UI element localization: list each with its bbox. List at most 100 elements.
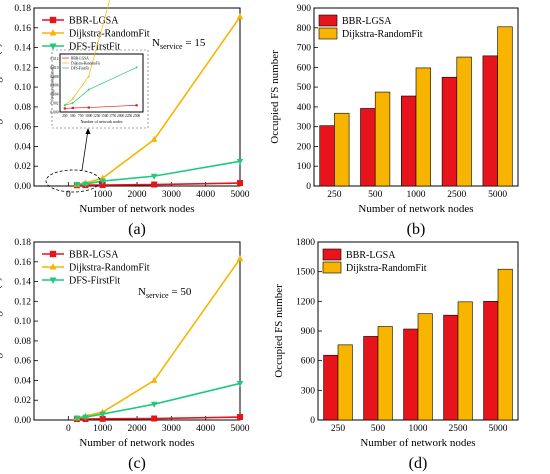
legend-entry: Dijkstra-RandomFit	[342, 29, 423, 40]
bar	[337, 344, 353, 421]
legend-marker	[49, 250, 57, 258]
inset-data-point	[71, 106, 74, 110]
y-tick-label: 0.00	[14, 182, 31, 192]
y-tick-label: 100	[297, 162, 312, 172]
data-point	[151, 181, 158, 188]
x-axis-label: Number of network nodes	[79, 203, 194, 215]
y-tick-label: 0.14	[14, 278, 31, 288]
legend-entry: Dijkstra-RandomFit	[69, 29, 150, 40]
x-tick-label: 1000	[93, 424, 112, 434]
x-tick-label: 2500	[449, 424, 468, 434]
data-point	[73, 182, 81, 189]
legend-entry: DFS-FirstFit	[69, 276, 120, 287]
y-tick-label: 0.04	[14, 142, 31, 152]
inset-y-tick-label: 0.004	[50, 93, 58, 97]
y-tick-label: 800	[297, 24, 312, 34]
y-tick-label: 900	[301, 327, 316, 337]
x-tick-label: 2000	[128, 190, 147, 200]
x-tick-label: 500	[368, 190, 383, 200]
y-tick-label: 0	[310, 416, 315, 426]
inset-plot-area	[59, 53, 144, 113]
inset-legend-entry: Dijkstra-RandomFit	[71, 61, 100, 65]
y-tick-label: 1800	[296, 238, 315, 248]
data-point	[150, 401, 158, 408]
data-point	[237, 414, 243, 421]
bar	[482, 55, 498, 187]
data-point	[73, 415, 81, 422]
inset-data-point	[87, 106, 90, 109]
y-tick-label: 0.06	[14, 123, 31, 133]
inset-x-axis-label: Number of network nodes	[81, 119, 123, 124]
inset-data-point	[71, 102, 74, 105]
x-tick-label: 3000	[162, 190, 181, 200]
y-tick-label: 0.18	[14, 4, 31, 14]
x-tick-label: 0	[66, 190, 71, 200]
data-point	[236, 158, 244, 165]
bar	[374, 91, 391, 187]
data-point	[99, 415, 106, 422]
y-tick-label: 500	[297, 83, 312, 93]
bar	[403, 328, 419, 421]
inset-data-point	[71, 97, 74, 100]
x-tick-label: 3000	[162, 424, 181, 434]
bar	[401, 95, 417, 187]
legend-swatch	[318, 14, 338, 27]
data-point	[99, 178, 106, 185]
y-tick-label: 0.08	[14, 337, 31, 347]
x-tick-label: 5000	[488, 190, 507, 200]
legend-entry: Dijkstra-RandomFit	[346, 263, 427, 274]
data-point	[82, 414, 89, 421]
panel-label: (b)	[407, 221, 426, 238]
inset-data-point	[63, 104, 66, 107]
y-axis-label: Average running time(s)	[0, 43, 3, 151]
legend-marker	[49, 29, 57, 36]
x-axis-label: Number of network nodes	[79, 437, 194, 449]
y-axis-label: Occupied FS number	[269, 50, 281, 144]
zoom-arrow-head	[85, 128, 91, 134]
legend-swatch	[322, 248, 342, 261]
bar	[415, 67, 431, 187]
inset-x-tick-label: 1750	[109, 114, 116, 118]
inset-data-point	[135, 104, 138, 107]
inset-data-point	[87, 88, 90, 92]
legend-entry: BBR-LGSA	[69, 16, 119, 27]
inset-x-tick-label: 2000	[117, 114, 124, 118]
x-tick-label: 5000	[231, 190, 250, 200]
inset-series-line	[64, 104, 137, 109]
bar	[323, 354, 339, 421]
bar	[319, 125, 335, 187]
inset-y-tick-label: 0.006	[50, 84, 58, 88]
x-tick-label: 4000	[196, 190, 215, 200]
inset-y-tick-label: 0.000	[50, 111, 58, 115]
inset-x-tick-label: 1500	[101, 114, 108, 118]
legend-entry: BBR-LGSA	[346, 250, 396, 261]
legend-marker	[49, 277, 57, 284]
x-axis-label: Number of network nodes	[358, 203, 473, 215]
x-tick-label: 500	[371, 424, 386, 434]
y-tick-label: 0	[306, 182, 311, 192]
bar	[456, 56, 472, 187]
inset-x-tick-label: 1250	[93, 114, 100, 118]
legend-marker	[49, 263, 57, 270]
y-tick-label: 0.00	[14, 416, 31, 426]
data-point	[236, 255, 244, 262]
inset-x-tick-label: 1000	[85, 114, 92, 118]
bar	[363, 336, 379, 421]
y-tick-label: 0.16	[14, 258, 31, 268]
data-point	[236, 381, 244, 388]
chart-c: 0.00 0.02 0.04 0.06 0.08 0.10 0.12 0.14 0.16 0.18…	[0, 238, 250, 472]
data-point	[150, 135, 158, 142]
inset-data-point	[63, 107, 66, 110]
inset-y-tick-label: 0.010	[50, 66, 58, 70]
legend-entry: Dijkstra-RandomFit	[69, 263, 150, 274]
y-axis-label: Average running time(s)	[0, 277, 3, 385]
data-point	[99, 411, 106, 418]
bar	[360, 108, 376, 187]
bar	[443, 314, 459, 421]
chart-a: 0.00 0.02 0.04 0.06 0.08 0.10 0.12 0.14 0.16 0.18…	[0, 0, 250, 238]
x-tick-label: 2500	[447, 190, 466, 200]
y-tick-label: 0.12	[14, 297, 31, 307]
bar	[417, 313, 433, 421]
bar	[497, 268, 513, 421]
